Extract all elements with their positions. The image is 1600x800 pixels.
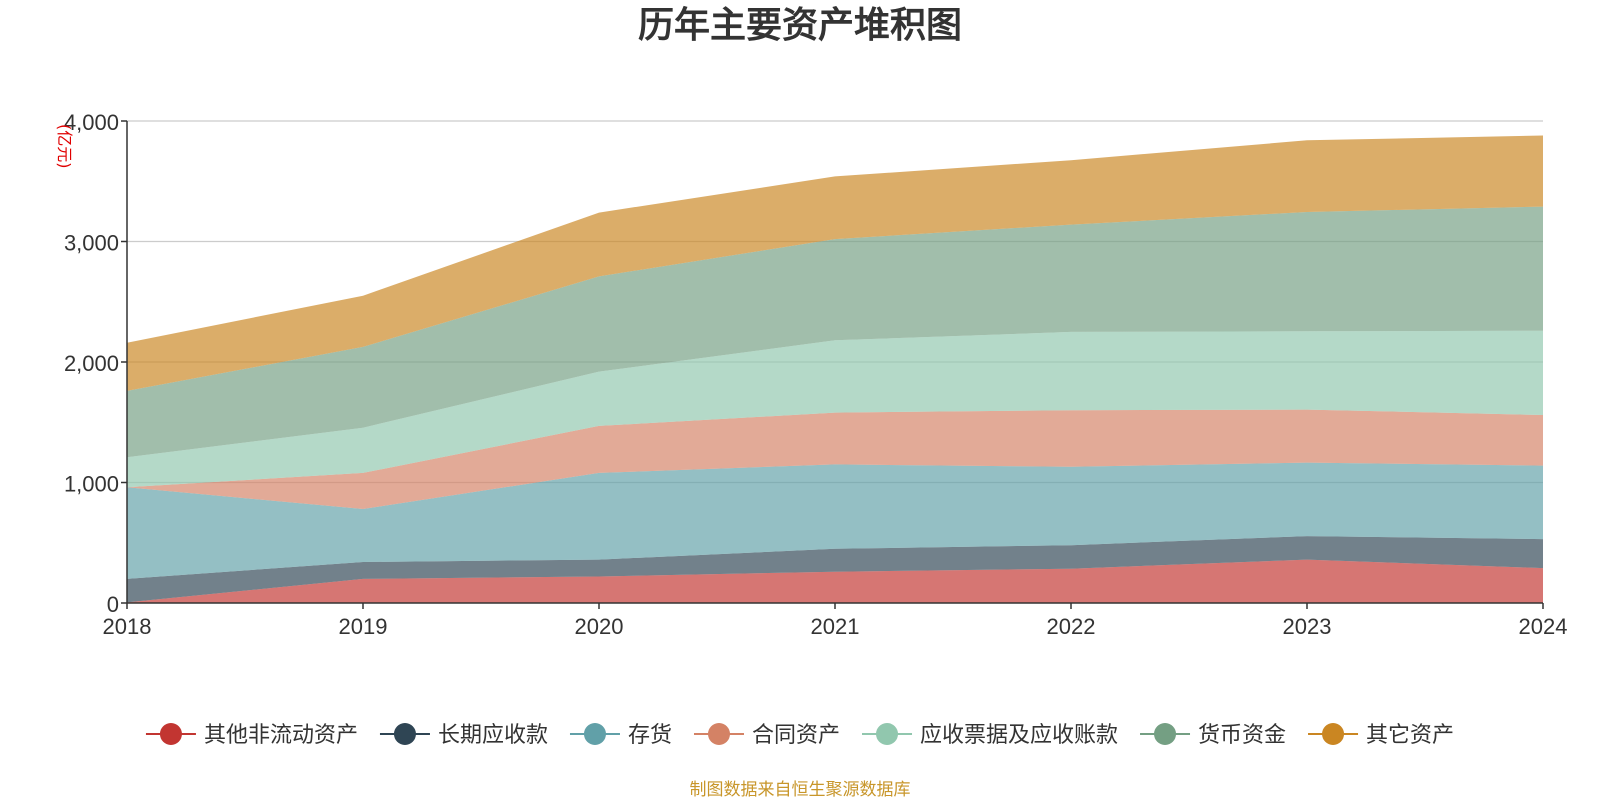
x-tick-label: 2022 [1047,614,1096,639]
source-note: 制图数据来自恒生聚源数据库 [689,780,911,800]
legend-marker [159,723,182,745]
axis-layer: 0 1,000 2,000 3,000 4,000 2018 2019 2020 2021 202… [55,110,1567,639]
x-tick-label: 2019 [339,614,388,639]
x-tick-label: 2023 [1283,614,1332,639]
legend-marker [707,723,730,745]
chart-title: 历年主要资产堆积图 [637,5,962,46]
legend-item-6[interactable]: 其它资产 [1308,723,1454,748]
legend-label: 长期应收款 [438,723,548,748]
area-series-3[interactable] [127,409,1543,509]
legend-marker [876,723,899,745]
x-tick-label: 2021 [811,614,860,639]
legend-label: 其他非流动资产 [204,723,358,748]
y-unit-label: (亿元) [55,124,74,169]
x-tick-label: 2020 [575,614,624,639]
legend-item-0[interactable]: 其他非流动资产 [145,723,358,748]
y-tick-label: 1,000 [64,472,119,497]
legend-item-5[interactable]: 货币资金 [1140,723,1286,748]
legend-marker [583,723,606,745]
y-tick-label: 0 [107,592,119,617]
area-layer [127,135,1543,603]
legend-item-3[interactable]: 合同资产 [693,723,840,748]
x-tick-label: 2018 [103,614,152,639]
area-series-1[interactable] [127,536,1543,603]
legend-label: 存货 [628,723,672,748]
legend-marker [1154,723,1177,745]
legend-layer: 其他非流动资产 长期应收款 存货 合同资产 应收票据及应收账款 货币资金 其它资产 [145,723,1454,748]
legend-label: 应收票据及应收账款 [920,723,1118,748]
area-series-6[interactable] [127,135,1543,391]
legend-label: 货币资金 [1198,723,1286,748]
y-tick-label: 3,000 [64,231,119,256]
legend-item-4[interactable]: 应收票据及应收账款 [862,723,1118,748]
x-tick-label: 2024 [1519,614,1568,639]
y-tick-label: 4,000 [64,110,119,135]
legend-item-2[interactable]: 存货 [569,723,672,748]
legend-marker [393,723,416,745]
area-series-0[interactable] [127,559,1543,603]
legend-label: 合同资产 [752,723,840,748]
y-tick-label: 2,000 [64,351,119,376]
area-series-2[interactable] [127,462,1543,579]
legend-item-1[interactable]: 长期应收款 [379,723,548,748]
legend-marker [1322,723,1345,745]
area-series-5[interactable] [127,206,1543,458]
legend-label: 其它资产 [1366,723,1454,748]
area-series-4[interactable] [127,330,1543,488]
